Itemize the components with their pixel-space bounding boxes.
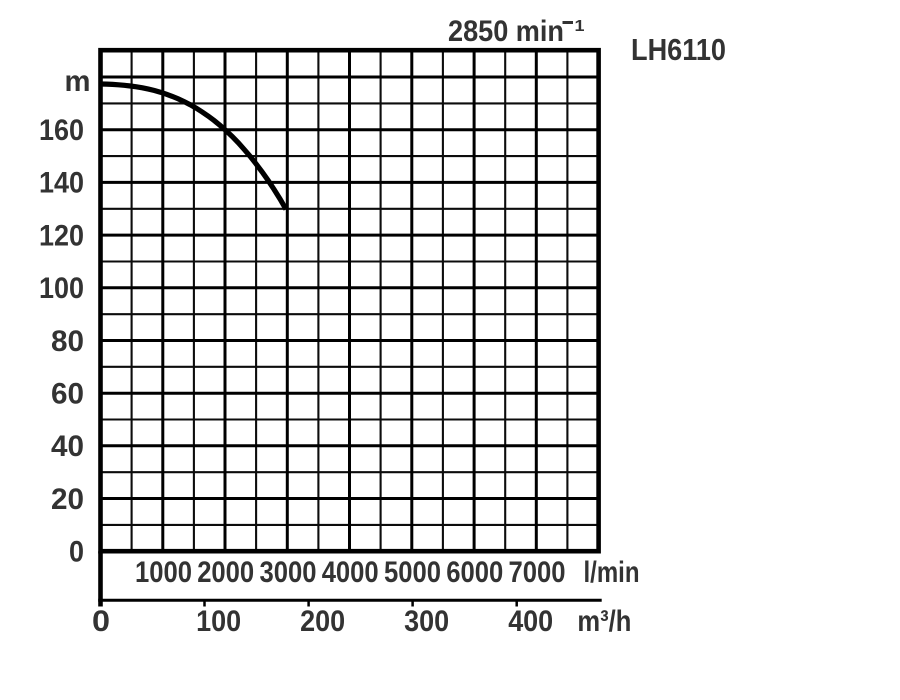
svg-text:2850 min: 2850 min [448,15,564,48]
svg-text:20: 20 [51,483,84,516]
svg-text:400: 400 [508,605,553,638]
svg-text:5000: 5000 [384,556,441,589]
svg-text:6000: 6000 [446,556,503,589]
svg-text:1000: 1000 [135,556,192,589]
svg-text:0: 0 [69,536,84,569]
svg-text:m³/h: m³/h [577,605,631,638]
svg-text:80: 80 [51,325,84,358]
svg-text:3000: 3000 [260,556,317,589]
svg-text:0: 0 [92,605,110,638]
svg-text:2000: 2000 [197,556,254,589]
svg-text:120: 120 [39,219,84,252]
svg-text:m: m [65,65,91,98]
svg-text:140: 140 [39,167,84,200]
svg-text:160: 160 [39,114,84,147]
svg-text:7000: 7000 [509,556,566,589]
svg-text:1: 1 [575,18,585,35]
svg-text:40: 40 [51,430,84,463]
svg-text:LH6110: LH6110 [631,32,726,67]
svg-text:300: 300 [404,605,449,638]
svg-text:100: 100 [196,605,241,638]
svg-text:60: 60 [51,378,84,411]
svg-text:100: 100 [39,272,84,305]
svg-text:4000: 4000 [322,556,379,589]
svg-text:200: 200 [300,605,345,638]
svg-text:l/min: l/min [584,556,640,589]
